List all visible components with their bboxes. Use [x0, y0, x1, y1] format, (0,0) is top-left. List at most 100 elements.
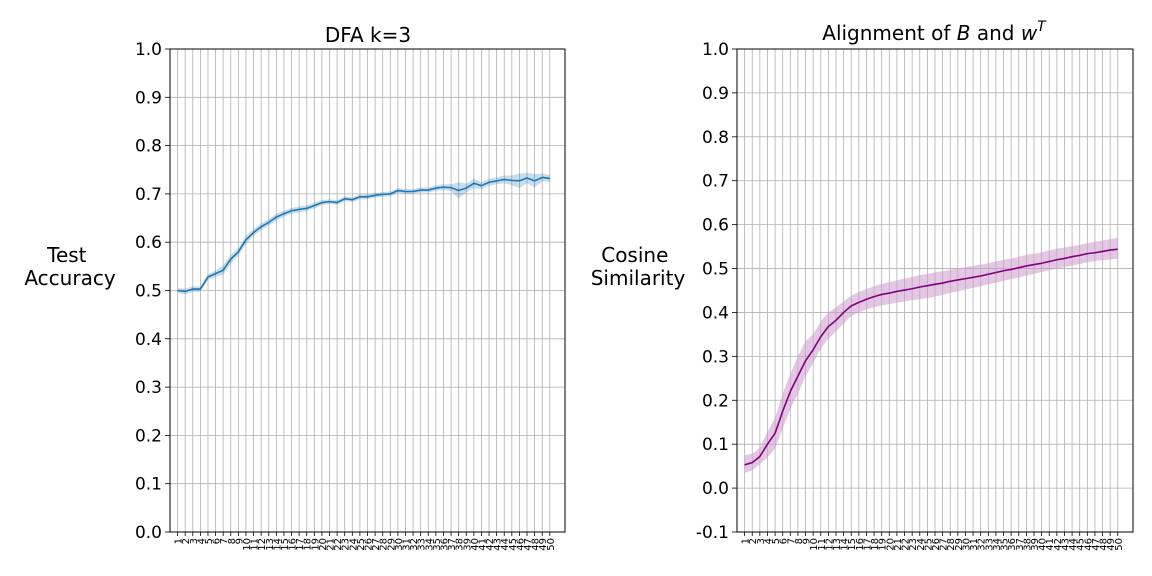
accuracy-xtick-label: 28 — [379, 538, 390, 551]
accuracy-xtick-label: 37 — [447, 538, 458, 551]
accuracy-xtick-label: 4 — [196, 538, 207, 544]
accuracy-chart-title: DFA k=3 — [325, 23, 411, 47]
accuracy-xtick-label: 47 — [523, 538, 534, 551]
alignment-ytick-label: 0.6 — [702, 216, 729, 236]
accuracy-xtick-label: 24 — [348, 538, 359, 551]
accuracy-xtick-label: 15 — [280, 538, 291, 551]
alignment-xtick-label: 22 — [901, 538, 912, 551]
alignment-y-axis-label-line-2: Similarity — [591, 266, 686, 290]
alignment-ytick-label: 0.5 — [702, 260, 729, 280]
alignment-xtick-label: 30 — [961, 538, 972, 551]
alignment-xtick-label: 38 — [1022, 538, 1033, 551]
accuracy-xtick-label: 45 — [508, 538, 519, 551]
accuracy-ytick-label: 1.0 — [135, 40, 162, 60]
accuracy-xtick-label: 11 — [250, 538, 261, 551]
alignment-xtick-label: 44 — [1068, 538, 1079, 551]
alignment-xtick-label: 6 — [779, 538, 790, 544]
accuracy-xtick-label: 30 — [394, 538, 405, 551]
accuracy-xtick-label: 43 — [493, 538, 504, 551]
accuracy-xtick-label: 31 — [401, 538, 412, 551]
accuracy-xtick-label: 12 — [257, 538, 268, 551]
alignment-xtick-label: 24 — [916, 538, 927, 551]
alignment-y-axis-label-line-1: Cosine — [601, 243, 668, 267]
alignment-chart: Alignment of B and wT Cosine Similarity … — [591, 19, 1134, 551]
accuracy-line-layer — [177, 176, 550, 293]
accuracy-grid — [170, 48, 565, 533]
accuracy-xtick-label: 32 — [409, 538, 420, 551]
alignment-xtick-label: 47 — [1091, 538, 1102, 551]
accuracy-y-ticks: 0.0 0.1 0.2 0.3 0.4 0.5 0.6 0.7 0.8 0.9 1.0 — [135, 40, 170, 543]
alignment-title-mid: and — [970, 21, 1020, 45]
accuracy-ytick-label: 0.1 — [135, 475, 162, 495]
alignment-xtick-label: 37 — [1015, 538, 1026, 551]
alignment-xtick-label: 50 — [1114, 538, 1125, 551]
alignment-xtick-label: 27 — [939, 538, 950, 551]
alignment-title-superscript: T — [1037, 19, 1047, 35]
accuracy-x-ticks: 1234567891011121314151617181920212223242… — [174, 532, 557, 551]
alignment-xtick-label: 16 — [855, 538, 866, 551]
alignment-xtick-label: 25 — [923, 538, 934, 551]
accuracy-ytick-label: 0.2 — [135, 426, 162, 446]
accuracy-mean-line — [177, 176, 550, 293]
alignment-xtick-label: 23 — [908, 538, 919, 551]
alignment-xtick-label: 26 — [931, 538, 942, 551]
accuracy-xtick-label: 27 — [371, 538, 382, 551]
alignment-xtick-label: 10 — [809, 538, 820, 551]
accuracy-xtick-label: 13 — [265, 538, 276, 551]
alignment-xtick-label: 39 — [1030, 538, 1041, 551]
alignment-title-var-w: w — [1021, 21, 1038, 45]
alignment-xtick-label: 45 — [1076, 538, 1087, 551]
alignment-xtick-label: 28 — [946, 538, 957, 551]
accuracy-xtick-label: 34 — [424, 538, 435, 551]
alignment-xtick-label: 11 — [817, 538, 828, 551]
alignment-xtick-label: 42 — [1053, 538, 1064, 551]
accuracy-xtick-label: 26 — [364, 538, 375, 551]
alignment-xtick-label: 2 — [748, 538, 759, 544]
accuracy-y-axis-label: Test Accuracy — [24, 243, 115, 290]
alignment-xtick-label: 12 — [824, 538, 835, 551]
accuracy-xtick-label: 18 — [303, 538, 314, 551]
accuracy-xtick-label: 49 — [538, 538, 549, 551]
alignment-xtick-label: 18 — [870, 538, 881, 551]
alignment-xtick-label: 36 — [1007, 538, 1018, 551]
accuracy-ytick-label: 0.3 — [135, 378, 162, 398]
accuracy-xtick-label: 9 — [234, 538, 245, 544]
alignment-xtick-label: 3 — [756, 538, 767, 544]
alignment-ytick-label: 0.8 — [702, 128, 729, 148]
accuracy-xtick-label: 40 — [470, 538, 481, 551]
alignment-xtick-label: 49 — [1106, 538, 1117, 551]
accuracy-xtick-label: 21 — [326, 538, 337, 551]
alignment-xtick-label: 31 — [969, 538, 980, 551]
alignment-ytick-label: 0.7 — [702, 172, 729, 192]
accuracy-ytick-label: 0.6 — [135, 233, 162, 253]
alignment-mean-line — [744, 248, 1118, 466]
accuracy-xtick-label: 36 — [439, 538, 450, 551]
accuracy-xtick-label: 1 — [174, 538, 185, 544]
alignment-xtick-label: 1 — [741, 538, 752, 544]
accuracy-xtick-label: 48 — [531, 538, 542, 551]
accuracy-xtick-label: 7 — [219, 538, 230, 544]
alignment-xtick-label: 4 — [763, 538, 774, 544]
accuracy-ytick-label: 0.4 — [135, 330, 162, 350]
alignment-xtick-label: 14 — [840, 538, 851, 551]
alignment-xtick-label: 40 — [1038, 538, 1049, 551]
alignment-xtick-label: 5 — [771, 538, 782, 544]
alignment-xtick-label: 48 — [1099, 538, 1110, 551]
accuracy-chart: DFA k=3 Test Accuracy 0.0 0.1 0.2 0.3 0.4 0.5… — [24, 23, 566, 551]
accuracy-xtick-label: 39 — [462, 538, 473, 551]
alignment-xtick-label: 9 — [802, 538, 813, 544]
accuracy-ytick-label: 0.5 — [135, 282, 162, 302]
alignment-xtick-label: 8 — [794, 538, 805, 544]
alignment-x-ticks: 1234567891011121314151617181920212223242… — [741, 532, 1125, 551]
accuracy-xtick-label: 14 — [272, 538, 283, 551]
accuracy-ytick-label: 0.9 — [135, 88, 162, 108]
accuracy-xtick-label: 5 — [204, 538, 215, 544]
alignment-xtick-label: 21 — [893, 538, 904, 551]
accuracy-xtick-label: 46 — [515, 538, 526, 551]
alignment-ytick-label: 0.4 — [702, 303, 729, 323]
accuracy-xtick-label: 29 — [386, 538, 397, 551]
accuracy-ytick-label: 0.0 — [135, 523, 162, 543]
alignment-xtick-label: 7 — [786, 538, 797, 544]
accuracy-y-axis-label-line-1: Test — [46, 243, 87, 267]
